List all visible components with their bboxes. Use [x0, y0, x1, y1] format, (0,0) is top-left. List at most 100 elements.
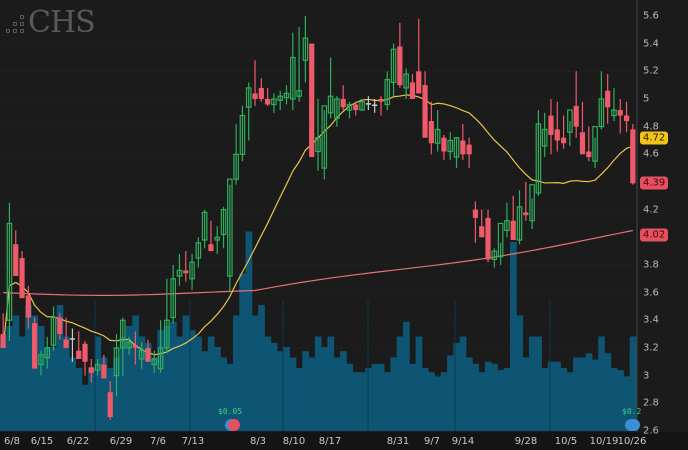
volume-bar: [623, 376, 631, 431]
candle-body-up: [321, 105, 328, 169]
candle-body-up: [327, 95, 334, 114]
candle-body-down: [560, 137, 567, 144]
candle-body-up: [447, 139, 454, 153]
volume-bar: [434, 376, 442, 431]
candle-body-up: [189, 261, 195, 280]
candle-body-down: [32, 323, 38, 369]
candle-body-down: [428, 121, 434, 144]
volume-bar: [62, 336, 70, 431]
volume-bar: [31, 315, 39, 431]
candle-body-down: [145, 347, 151, 362]
candle-body-up: [592, 126, 598, 162]
volume-bar: [157, 330, 165, 431]
volume-bar: [44, 347, 51, 431]
candle-body-up: [346, 103, 353, 111]
candle-body-down: [617, 110, 623, 116]
candle-body-up: [611, 109, 617, 117]
volume-bar: [478, 372, 486, 431]
candle-body-down: [554, 129, 560, 141]
candle-body-down: [573, 105, 579, 127]
volume-bar: [0, 336, 7, 431]
volume-bar: [472, 363, 479, 431]
price-axis-label: 5.2: [643, 65, 659, 77]
candle-body-down: [460, 140, 466, 155]
candle-body-up: [126, 341, 132, 349]
candle-body-down: [76, 350, 82, 359]
price-axis-label: 4.8: [643, 121, 659, 133]
volume-bar: [554, 361, 561, 431]
lightbulb-icon[interactable]: [628, 419, 640, 431]
volume-bar: [132, 315, 139, 431]
candle-body-up: [201, 211, 208, 241]
price-axis-label: 2.8: [643, 397, 659, 409]
price-axis-label: 3.4: [643, 314, 659, 326]
candle-body-down: [107, 392, 113, 418]
volume-bar: [415, 336, 423, 431]
volume-bar: [188, 330, 196, 431]
price-axis-label: 3: [643, 370, 650, 382]
date-axis-label: 6/15: [30, 436, 54, 447]
candle-body-up: [403, 73, 409, 89]
candle-body-up: [497, 222, 504, 258]
price-axis-label: 5.6: [643, 10, 659, 22]
volume-bar: [264, 336, 272, 431]
candle-body-down: [353, 104, 359, 111]
candle-body-down: [409, 82, 416, 99]
candle-body-up: [302, 37, 309, 61]
volume-bar: [119, 336, 127, 431]
volume-bar: [88, 368, 95, 431]
volume-bar: [340, 351, 347, 431]
earnings-icon[interactable]: [228, 419, 240, 431]
date-axis-label: 9/14: [451, 436, 475, 447]
candle-body-up: [38, 354, 44, 366]
candle-body-down: [82, 343, 88, 362]
volume-bar: [371, 363, 379, 431]
candle-body-down: [523, 212, 529, 216]
price-axis-label: 5.4: [643, 38, 659, 50]
candle-body-down: [88, 367, 94, 373]
volume-bar: [604, 353, 612, 431]
candle-body-down: [579, 132, 586, 155]
volume-bar: [528, 336, 536, 431]
date-axis-bg: [0, 432, 688, 450]
candle-body-up: [384, 79, 391, 106]
candle-body-down: [479, 226, 485, 238]
volume-bar: [170, 321, 177, 431]
candle-body-up: [220, 209, 227, 236]
volume-bar: [125, 326, 133, 431]
volume-bar: [239, 273, 246, 431]
candle-body-up: [359, 101, 365, 111]
volume-bar: [440, 372, 448, 431]
date-axis-label: 6/8: [3, 436, 21, 447]
candle-body-up: [157, 347, 164, 370]
candle-body-down: [422, 85, 428, 138]
candle-body-up: [113, 347, 120, 377]
candle-body-down: [13, 244, 19, 277]
volume-bar: [535, 336, 542, 431]
volume-bar: [302, 351, 309, 431]
price-axis-label: 3.6: [643, 287, 659, 299]
date-axis-label: 8/3: [249, 436, 267, 447]
volume-bar: [384, 372, 391, 431]
volume-bar: [251, 315, 259, 431]
candle-body-up: [516, 206, 523, 241]
candle-body-down: [586, 151, 592, 158]
volume-bar: [610, 368, 618, 431]
volume-bar: [176, 336, 184, 431]
volume-bar: [497, 370, 505, 431]
dividend-label: $0.05: [218, 407, 243, 416]
date-axis-label: 10/26: [617, 436, 647, 447]
candle-body-down: [57, 317, 63, 335]
volume-bar: [409, 363, 417, 431]
volume-bar: [214, 347, 221, 431]
volume-bar: [308, 357, 316, 431]
volume-bar: [245, 231, 253, 431]
volume-bar: [182, 315, 190, 431]
price-axis-label: 3.8: [643, 259, 659, 271]
volume-bar: [18, 336, 26, 431]
volume-bar: [491, 363, 498, 431]
date-axis-label: 6/22: [66, 436, 90, 447]
candle-body-up: [119, 319, 126, 349]
